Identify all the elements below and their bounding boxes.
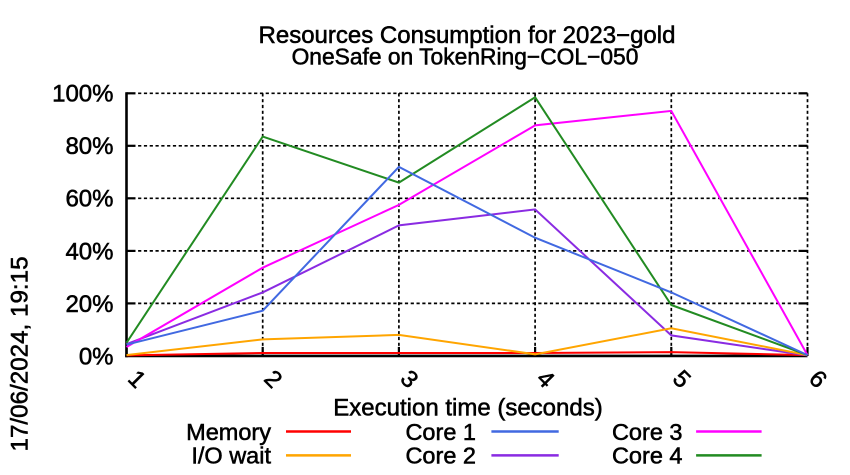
svg-text:100%: 100%	[52, 81, 113, 108]
svg-text:40%: 40%	[65, 238, 113, 265]
svg-text:Execution time (seconds): Execution time (seconds)	[333, 395, 602, 422]
svg-text:Core 2: Core 2	[405, 443, 476, 469]
svg-text:Core 4: Core 4	[612, 443, 683, 469]
svg-text:Core 3: Core 3	[612, 419, 683, 445]
svg-text:0%: 0%	[79, 343, 114, 370]
svg-text:60%: 60%	[65, 186, 113, 213]
svg-text:I/O wait: I/O wait	[191, 443, 271, 469]
svg-text:OneSafe on TokenRing−COL−050: OneSafe on TokenRing−COL−050	[292, 44, 639, 70]
svg-text:Memory: Memory	[186, 419, 271, 445]
svg-text:17/06/2024, 19:15: 17/06/2024, 19:15	[7, 256, 34, 451]
svg-text:20%: 20%	[65, 291, 113, 318]
svg-text:Core 1: Core 1	[405, 419, 476, 445]
svg-text:80%: 80%	[65, 133, 113, 160]
svg-text:Resources Consumption for 2023: Resources Consumption for 2023−gold	[259, 22, 676, 49]
